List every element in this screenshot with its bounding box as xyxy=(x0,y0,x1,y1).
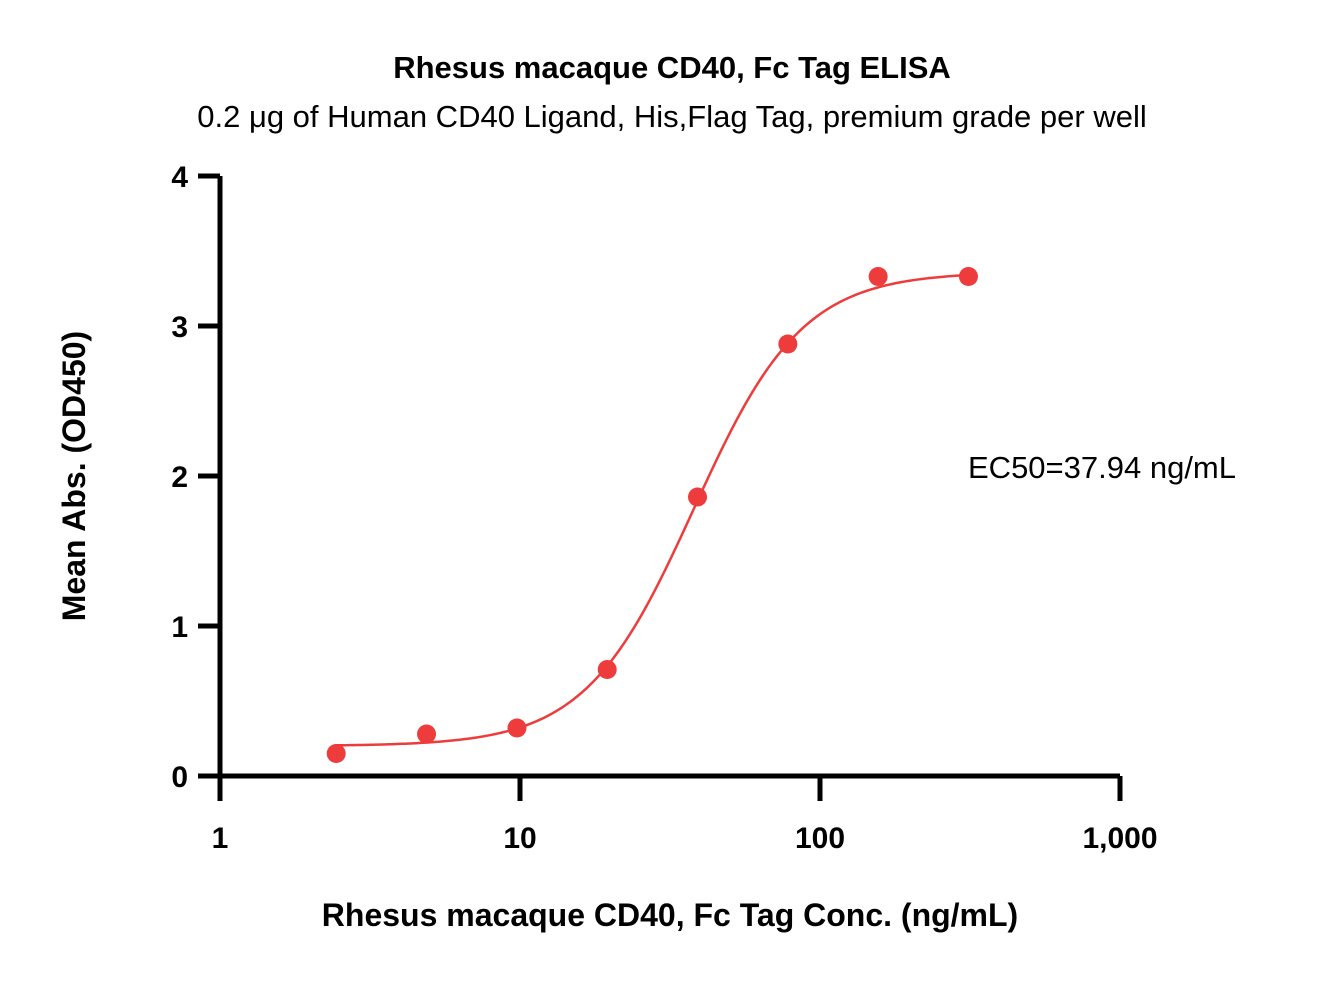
chart-title: Rhesus macaque CD40, Fc Tag ELISA xyxy=(393,50,951,85)
y-tick-label-4: 4 xyxy=(171,161,188,194)
data-point-0-4 xyxy=(688,487,708,507)
y-ticks: 0 1 2 3 4 xyxy=(171,161,220,794)
data-point-0-2 xyxy=(507,718,527,738)
data-point-0-0 xyxy=(326,744,346,763)
x-ticks: 1 10 100 1,000 xyxy=(212,776,1158,855)
data-point-0-7 xyxy=(958,267,978,286)
fit-curves xyxy=(336,273,969,747)
y-tick-label-0: 0 xyxy=(171,761,188,794)
data-point-0-1 xyxy=(417,724,437,744)
x-tick-label-1: 1 xyxy=(212,822,229,855)
y-tick-label-1: 1 xyxy=(171,611,188,644)
data-point-0-3 xyxy=(597,660,617,679)
chart-subtitle: 0.2 μg of Human CD40 Ligand, His,Flag Ta… xyxy=(197,99,1147,134)
x-tick-label-10: 10 xyxy=(503,822,536,855)
ec50-annotation: EC50=37.94 ng/mL xyxy=(968,450,1236,485)
data-points xyxy=(326,267,978,763)
x-tick-label-100: 100 xyxy=(795,822,845,855)
y-axis-label: Mean Abs. (OD450) xyxy=(56,331,92,621)
x-axis-label: Rhesus macaque CD40, Fc Tag Conc. (ng/mL… xyxy=(322,897,1018,933)
y-tick-label-2: 2 xyxy=(171,461,188,494)
data-point-0-6 xyxy=(868,267,888,286)
x-tick-label-1000: 1,000 xyxy=(1082,822,1157,855)
data-point-0-5 xyxy=(778,334,798,354)
fit-curve-0 xyxy=(336,273,969,747)
y-tick-label-3: 3 xyxy=(171,311,188,344)
